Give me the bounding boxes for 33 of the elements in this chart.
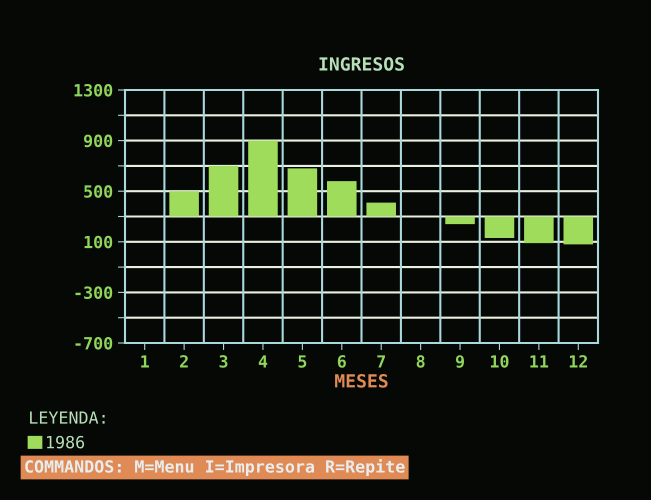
y-tick-label: -700	[76, 336, 112, 350]
x-tick-label: 5	[298, 355, 306, 368]
bar	[248, 140, 278, 216]
x-tick-label: 3	[220, 355, 228, 368]
legend-title: LEYENDA:	[30, 411, 105, 424]
chart-title: INGRESOS	[320, 57, 404, 71]
bar	[169, 191, 199, 216]
bar	[208, 166, 238, 216]
x-tick-label: 9	[456, 355, 464, 368]
x-tick-label: 10	[490, 355, 508, 368]
x-tick-label: 4	[258, 355, 268, 368]
text: COMMANDOS: M=Menu I=Impresora R=Repite	[25, 458, 405, 476]
x-tick-label: 2	[180, 355, 188, 368]
bar	[524, 216, 554, 244]
y-tick-label: 1300	[74, 84, 112, 97]
x-tick-label: 1	[141, 355, 149, 368]
x-tick-label: 12	[570, 355, 587, 368]
y-tick-label: 100	[84, 236, 112, 248]
bar	[327, 181, 357, 216]
x-tick-label: 11	[530, 355, 548, 368]
legend-label: 1986	[47, 436, 84, 448]
x-tick-label: 6	[338, 355, 346, 368]
y-tick-label: 500	[84, 185, 112, 198]
y-tick-label: 900	[84, 134, 112, 148]
bar	[288, 168, 318, 216]
bar	[366, 202, 396, 216]
bar	[445, 216, 475, 224]
x-axis-title: MESES	[335, 374, 388, 388]
x-tick-label: 8	[416, 355, 425, 368]
x-tick-label: 7	[377, 355, 385, 368]
y-tick-label: -300	[76, 286, 112, 299]
bar	[564, 216, 594, 244]
bar	[484, 216, 514, 238]
